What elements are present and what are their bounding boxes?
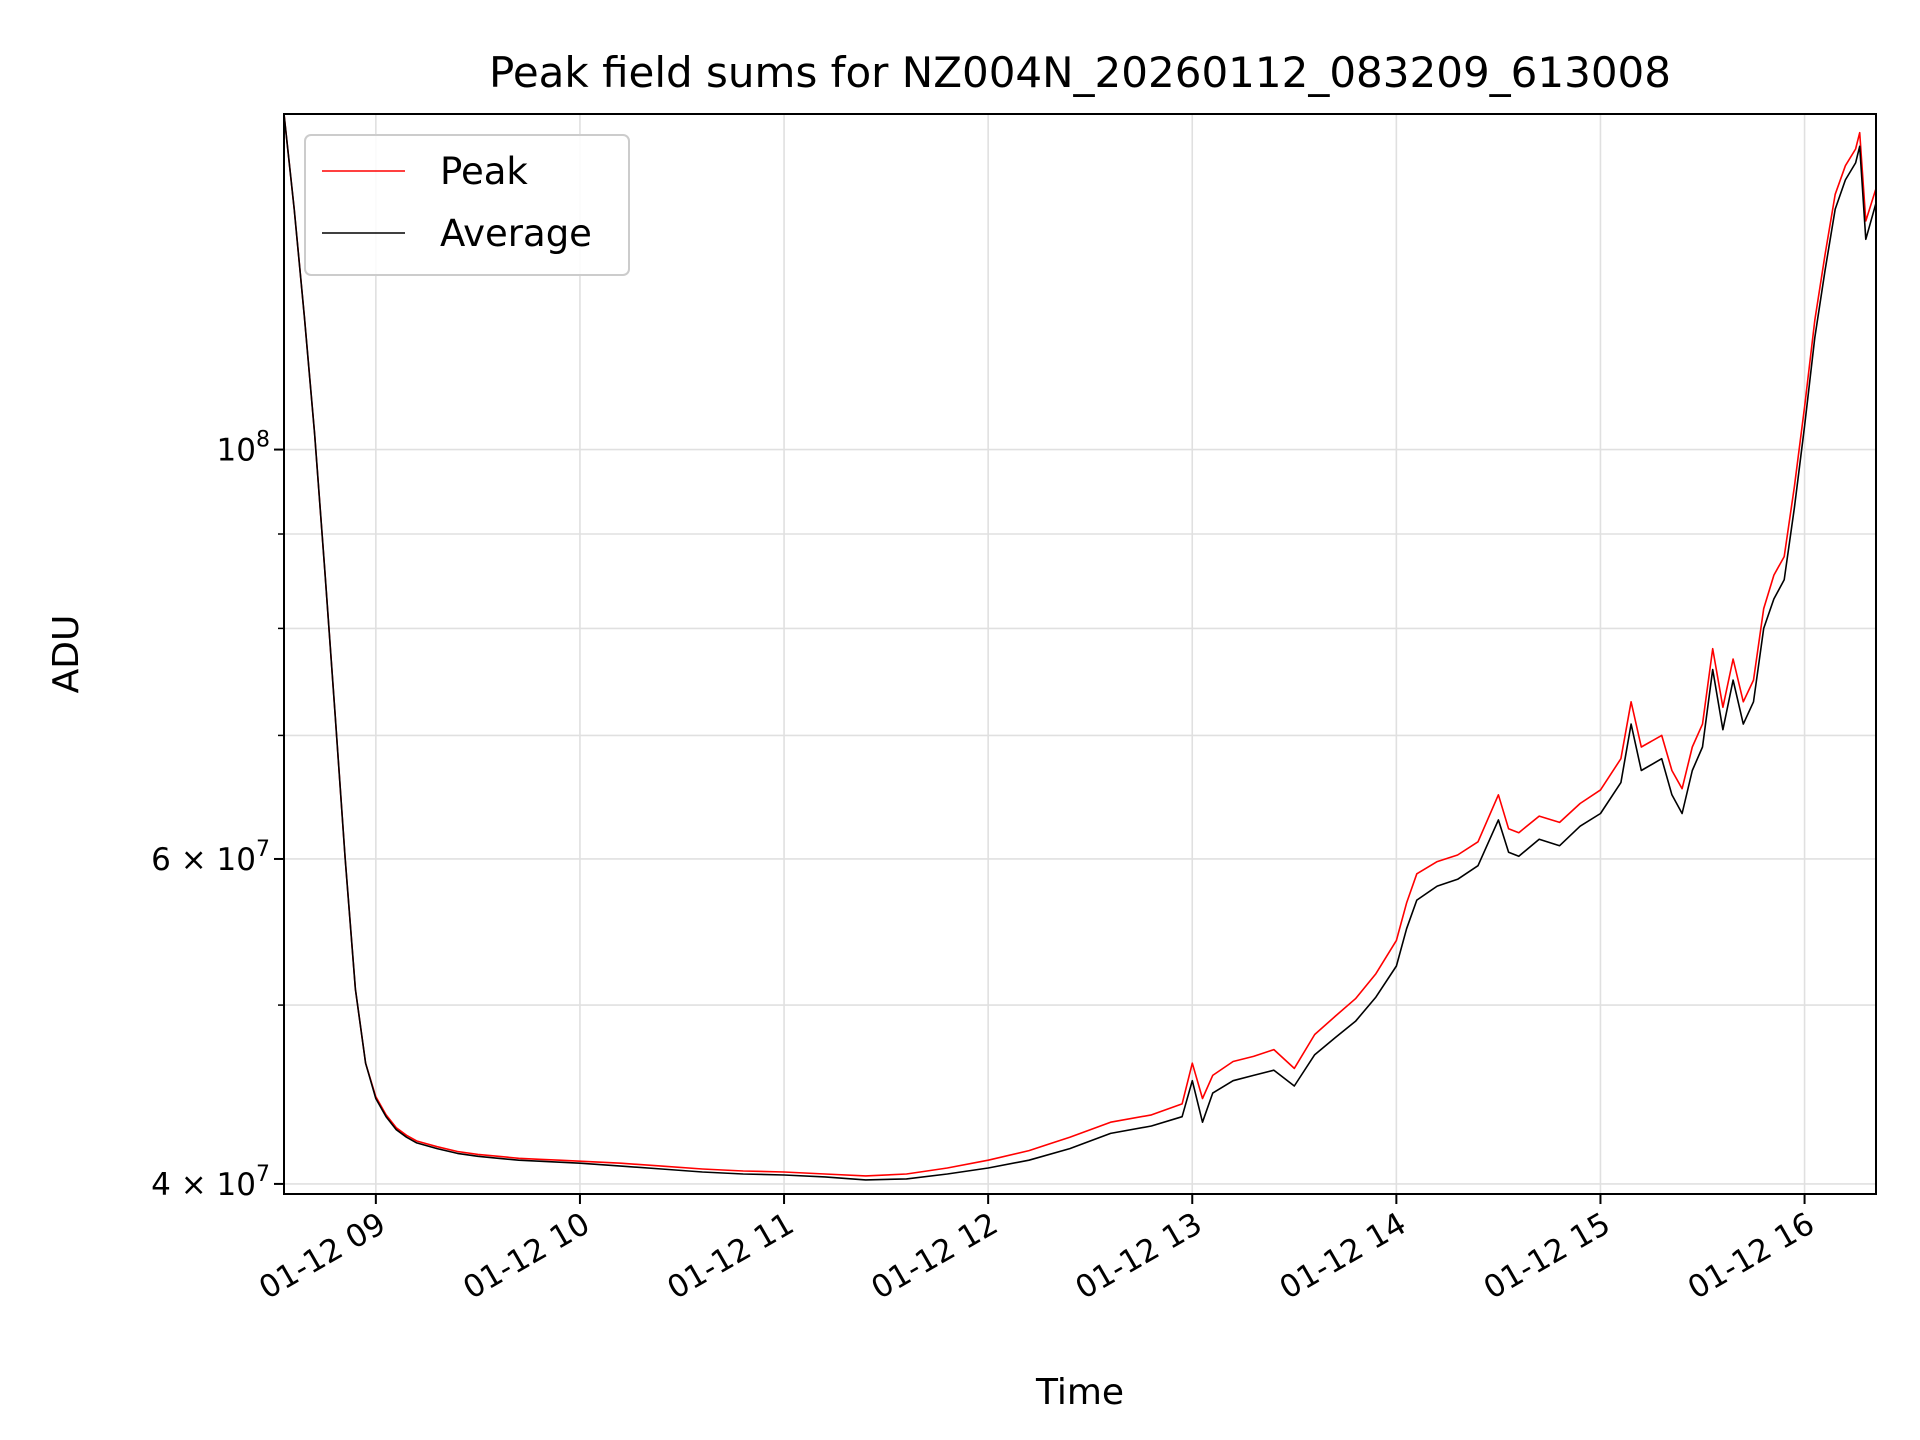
y-tick-mantissa: 6 — [151, 842, 171, 878]
x-tick-label: 01-12 13 — [1070, 1206, 1209, 1307]
y-tick-base: 10 — [217, 842, 256, 878]
legend-label-peak: Peak — [440, 150, 528, 193]
series-line-peak — [284, 114, 1876, 1177]
plot-area — [284, 114, 1876, 1181]
y-tick-base: 10 — [217, 433, 256, 469]
y-tick-label: 6 × 107 — [151, 837, 270, 878]
y-tick-times-sign: × — [171, 842, 217, 878]
x-tick-label: 01-12 14 — [1274, 1206, 1413, 1307]
axes-frame — [283, 113, 1877, 1195]
legend-label-average: Average — [440, 212, 592, 255]
x-axis-label: Time — [1035, 1372, 1124, 1413]
x-tick-label: 01-12 09 — [253, 1206, 392, 1307]
y-axis-label: ADU — [46, 615, 87, 694]
x-tick-label: 01-12 12 — [865, 1206, 1004, 1307]
y-tick-exponent: 7 — [256, 1162, 270, 1187]
grid — [284, 114, 1876, 1194]
chart-title: Peak field sums for NZ004N_20260112_0832… — [489, 48, 1671, 97]
x-tick-label: 01-12 15 — [1478, 1206, 1617, 1307]
y-tick-base: 10 — [217, 1167, 256, 1203]
x-tick-label: 01-12 10 — [457, 1206, 596, 1307]
y-tick-exponent: 8 — [256, 428, 270, 453]
x-axis: 01-12 09 01-12 10 01-12 11 01-12 12 01-12 13… — [253, 1194, 1821, 1307]
x-tick-label: 01-12 16 — [1682, 1206, 1821, 1307]
y-tick-times-sign: × — [171, 1167, 217, 1203]
y-tick-mantissa: 4 — [151, 1167, 171, 1203]
legend: Peak Average — [304, 134, 630, 276]
x-tick-label: 01-12 11 — [661, 1206, 800, 1307]
y-tick-label: 108 — [217, 428, 270, 469]
legend-box — [304, 134, 630, 276]
y-tick-exponent: 7 — [256, 837, 270, 862]
y-tick-label: 4 × 107 — [151, 1162, 270, 1203]
series-line-average — [284, 114, 1876, 1181]
